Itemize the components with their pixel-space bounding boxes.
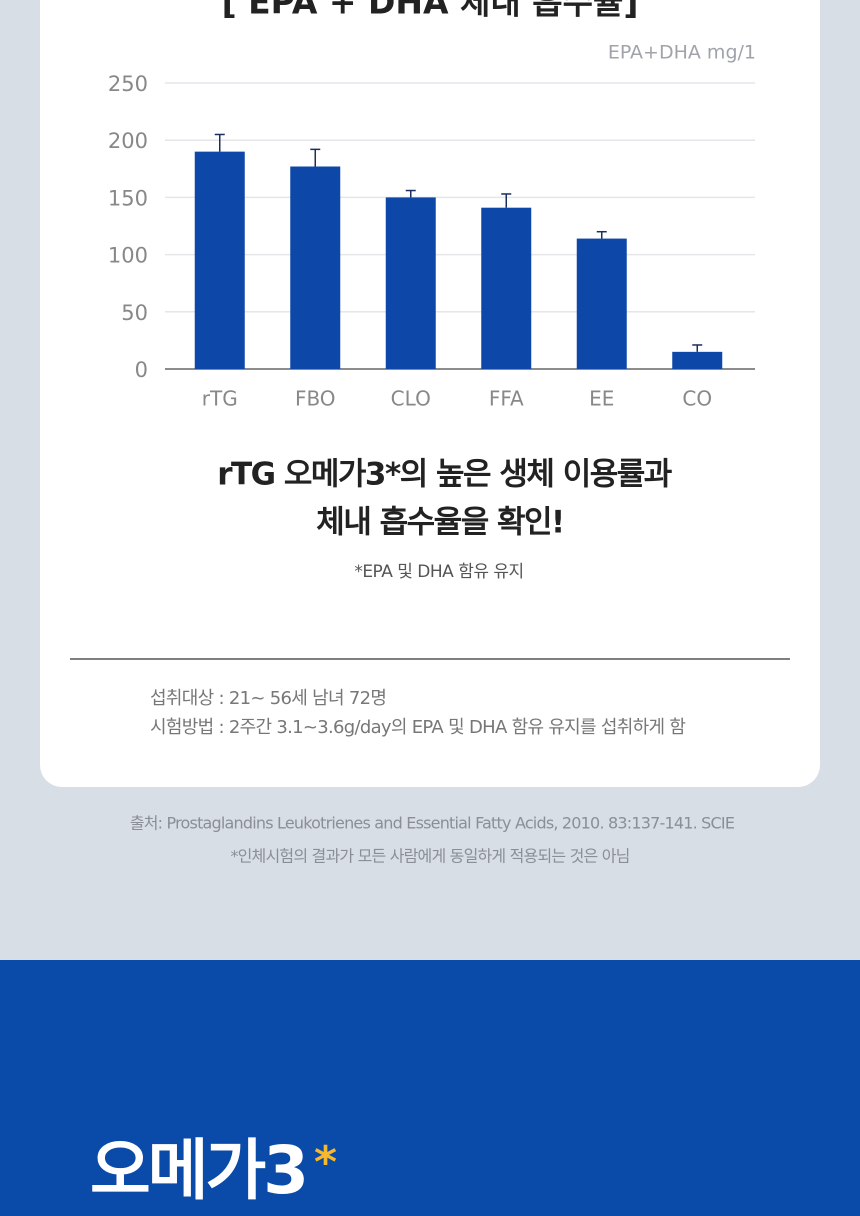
bar bbox=[576, 238, 627, 369]
banner-title: 오메가3 bbox=[90, 1132, 306, 1209]
x-tick-label: FFA bbox=[489, 387, 524, 411]
y-tick-label: 0 bbox=[135, 358, 148, 382]
x-tick-label: FBO bbox=[295, 387, 336, 411]
y-tick-label: 150 bbox=[108, 186, 148, 210]
bar bbox=[385, 197, 436, 369]
study-info: 섭취대상 : 21~ 56세 남녀 72명 bbox=[150, 688, 386, 709]
headline-note: *EPA 및 DHA 함유 유지 bbox=[354, 562, 523, 582]
x-tick-label: CLO bbox=[391, 387, 431, 411]
headline: rTG 오메가3*의 높은 생체 이용률과 bbox=[217, 457, 673, 493]
y-tick-label: 50 bbox=[121, 301, 148, 325]
bar bbox=[672, 351, 723, 369]
headline: 체내 흡수율을 확인! bbox=[316, 505, 563, 541]
bar bbox=[481, 207, 532, 369]
y-tick-label: 200 bbox=[108, 129, 148, 153]
unit-label: EPA+DHA mg/1 bbox=[608, 42, 756, 64]
chart-title: [ EPA + DHA 체내 흡수율] bbox=[222, 0, 639, 22]
banner bbox=[0, 960, 860, 1216]
y-tick-label: 100 bbox=[108, 244, 148, 268]
study-info: 시험방법 : 2주간 3.1~3.6g/day의 EPA 및 DHA 함유 유지… bbox=[150, 717, 685, 738]
x-tick-label: CO bbox=[682, 387, 712, 411]
y-tick-label: 250 bbox=[108, 72, 148, 96]
source: 출처: Prostaglandins Leukotrienes and Esse… bbox=[130, 814, 735, 833]
banner-mark: * bbox=[314, 1137, 337, 1188]
disclaimer: *인체시험의 결과가 모든 사람에게 동일하게 적용되는 것은 아님 bbox=[230, 847, 629, 866]
bar bbox=[194, 151, 245, 369]
bar bbox=[290, 166, 341, 369]
x-tick-label: rTG bbox=[202, 387, 238, 411]
x-tick-label: EE bbox=[589, 387, 614, 411]
